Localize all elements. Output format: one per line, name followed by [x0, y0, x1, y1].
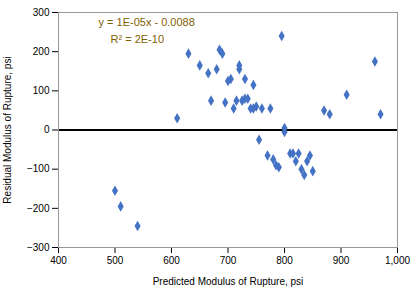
svg-text:600: 600 [163, 255, 180, 266]
svg-text:−300: −300 [27, 242, 50, 253]
svg-text:100: 100 [33, 85, 50, 96]
svg-text:1,000: 1,000 [385, 255, 410, 266]
svg-text:700: 700 [220, 255, 237, 266]
svg-text:−200: −200 [27, 203, 50, 214]
svg-text:−100: −100 [27, 163, 50, 174]
svg-text:0: 0 [44, 124, 50, 135]
svg-text:900: 900 [333, 255, 350, 266]
svg-text:R² = 2E-10: R² = 2E-10 [111, 33, 165, 45]
svg-text:800: 800 [276, 255, 293, 266]
svg-text:Predicted Modulus of Rupture,: Predicted Modulus of Rupture, psi [153, 276, 304, 287]
svg-text:y = 1E-05x - 0.0088: y = 1E-05x - 0.0088 [99, 16, 195, 28]
svg-text:300: 300 [33, 7, 50, 18]
svg-text:400: 400 [50, 255, 67, 266]
svg-text:500: 500 [107, 255, 124, 266]
svg-text:200: 200 [33, 46, 50, 57]
svg-text:Residual Modulus of Rupture, p: Residual Modulus of Rupture, psi [2, 56, 13, 203]
